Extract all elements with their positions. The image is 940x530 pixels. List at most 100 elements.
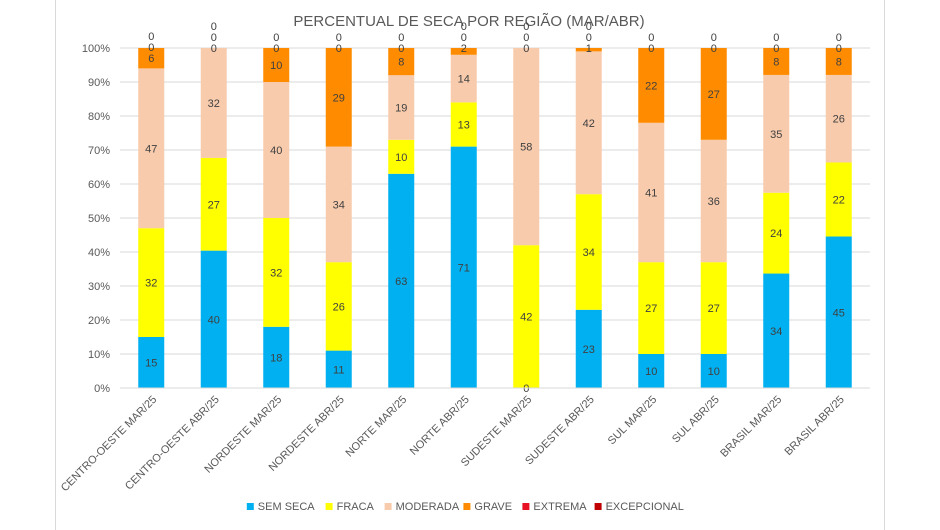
category-label: NORTE ABR/25 — [408, 394, 472, 458]
data-label: 8 — [398, 57, 404, 69]
bar-segment — [263, 82, 290, 218]
data-label: 0 — [773, 43, 779, 55]
category-label: BRASIL MAR/25 — [718, 394, 784, 460]
legend-label: GRAVE — [474, 501, 512, 513]
legend-label: EXCEPCIONAL — [606, 501, 684, 513]
bar-segment — [700, 48, 727, 140]
bar-segment — [513, 48, 540, 246]
bar-segment — [763, 192, 790, 274]
data-label: 0 — [148, 31, 154, 43]
category-label: SUL ABR/25 — [670, 394, 722, 446]
chart-frame — [55, 0, 885, 530]
y-tick-label: 70% — [88, 145, 110, 157]
bar-segment — [575, 309, 602, 388]
data-label: 24 — [770, 228, 782, 240]
data-label: 0 — [523, 383, 529, 395]
bar-segment — [388, 75, 415, 140]
bar-segment — [575, 48, 602, 52]
bar-segment — [825, 74, 852, 163]
data-label: 0 — [398, 43, 404, 55]
data-label: 26 — [333, 301, 345, 313]
data-label: 41 — [645, 188, 657, 200]
y-tick-label: 40% — [88, 247, 110, 259]
category-label: SUDESTE ABR/25 — [523, 394, 597, 468]
legend-label: SEM SECA — [258, 501, 316, 513]
bar-segment — [513, 245, 540, 388]
bar-segment — [325, 350, 352, 388]
y-tick-label: 20% — [88, 315, 110, 327]
category-label: SUL MAR/25 — [606, 394, 660, 448]
data-label: 15 — [145, 358, 157, 370]
data-label: 0 — [711, 32, 717, 44]
bar-segment — [263, 326, 290, 388]
bar-segment — [638, 354, 665, 388]
data-label: 42 — [583, 118, 595, 130]
data-label: 26 — [833, 114, 845, 126]
legend-label: MODERADA — [396, 501, 460, 513]
bar-segment — [138, 228, 165, 337]
bar-segment — [450, 146, 477, 388]
data-label: 0 — [586, 21, 592, 33]
data-label: 0 — [273, 32, 279, 44]
bar-segment — [700, 139, 727, 263]
data-label: 34 — [583, 247, 595, 259]
y-tick-label: 10% — [88, 349, 110, 361]
chart-title: PERCENTUAL DE SECA POR REGIÃO (MAR/ABR) — [293, 13, 644, 30]
data-label: 71 — [458, 262, 470, 274]
data-label: 0 — [523, 21, 529, 33]
legend-swatch — [522, 503, 530, 510]
bar-segment — [638, 48, 665, 123]
bar-segment — [200, 157, 227, 251]
bar-segment — [263, 48, 290, 82]
data-label: 35 — [770, 129, 782, 141]
data-label: 0 — [836, 43, 842, 55]
data-label: 14 — [458, 74, 470, 86]
bar-segment — [825, 48, 852, 75]
data-label: 40 — [270, 145, 282, 157]
legend-swatch — [384, 503, 392, 510]
data-label: 32 — [145, 278, 157, 290]
data-label: 10 — [708, 366, 720, 378]
legend-label: EXTREMA — [533, 501, 587, 513]
bar-segment — [138, 337, 165, 388]
data-label: 32 — [208, 98, 220, 110]
data-label: 8 — [773, 56, 779, 68]
data-label: 45 — [833, 307, 845, 319]
bar-segment — [638, 262, 665, 354]
bar-segment — [825, 236, 852, 388]
data-label: 32 — [270, 267, 282, 279]
data-label: 27 — [708, 303, 720, 315]
data-label: 0 — [523, 32, 529, 44]
bar-segment — [388, 48, 415, 76]
data-label: 27 — [645, 303, 657, 315]
y-tick-label: 50% — [88, 213, 110, 225]
data-label: 8 — [836, 56, 842, 68]
data-label: 0 — [461, 21, 467, 33]
data-label: 10 — [270, 60, 282, 72]
bar-segment — [763, 48, 790, 75]
bar-segment — [200, 250, 227, 388]
data-label: 6 — [148, 53, 154, 65]
data-label: 0 — [773, 32, 779, 44]
data-label: 0 — [523, 43, 529, 55]
data-label: 0 — [211, 21, 217, 33]
data-label: 0 — [461, 32, 467, 44]
data-label: 0 — [273, 43, 279, 55]
bar-segment — [575, 51, 602, 195]
data-label: 27 — [208, 199, 220, 211]
category-label: NORTE MAR/25 — [344, 394, 410, 460]
data-label: 0 — [586, 32, 592, 44]
bar-segment — [763, 74, 790, 193]
bar-segment — [325, 48, 352, 147]
data-label: 0 — [336, 32, 342, 44]
bar-segment — [388, 139, 415, 174]
data-label: 18 — [270, 352, 282, 364]
bar-segment — [200, 48, 227, 158]
data-label: 34 — [333, 199, 345, 211]
data-label: 1 — [586, 43, 592, 55]
bar-segment — [263, 218, 290, 327]
data-label: 0 — [711, 43, 717, 55]
y-tick-label: 90% — [88, 77, 110, 89]
data-label: 0 — [648, 43, 654, 55]
